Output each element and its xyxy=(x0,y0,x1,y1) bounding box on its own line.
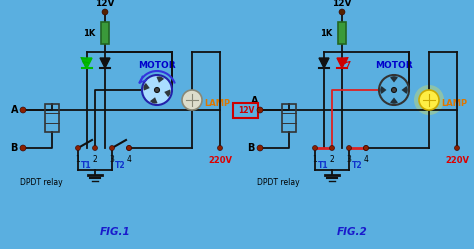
Circle shape xyxy=(20,145,26,151)
Text: A: A xyxy=(250,96,258,106)
Circle shape xyxy=(182,90,202,110)
Circle shape xyxy=(127,145,131,150)
FancyBboxPatch shape xyxy=(234,103,258,118)
Text: 1: 1 xyxy=(76,155,81,164)
Text: 2: 2 xyxy=(329,155,334,164)
Polygon shape xyxy=(337,58,347,68)
Polygon shape xyxy=(319,58,329,68)
Circle shape xyxy=(312,145,318,150)
Circle shape xyxy=(142,75,172,105)
Text: T1: T1 xyxy=(81,161,92,170)
Circle shape xyxy=(364,145,368,150)
Text: A: A xyxy=(10,105,18,115)
Text: 4: 4 xyxy=(127,155,131,164)
Text: 220V: 220V xyxy=(208,156,232,165)
Circle shape xyxy=(109,145,115,150)
Circle shape xyxy=(339,9,345,15)
Text: B: B xyxy=(10,143,18,153)
Wedge shape xyxy=(150,97,157,104)
Circle shape xyxy=(218,145,222,150)
Text: 3: 3 xyxy=(109,155,114,164)
Circle shape xyxy=(127,145,131,150)
Circle shape xyxy=(92,145,98,150)
Polygon shape xyxy=(82,58,92,68)
Bar xyxy=(101,22,109,44)
Text: T2: T2 xyxy=(115,161,126,170)
Circle shape xyxy=(455,145,459,150)
Text: FIG.2: FIG.2 xyxy=(337,227,367,237)
Text: MOTOR: MOTOR xyxy=(375,61,413,70)
Wedge shape xyxy=(144,83,150,91)
Text: 12V: 12V xyxy=(95,0,115,8)
Text: 12V: 12V xyxy=(332,0,352,8)
Text: 220V: 220V xyxy=(445,156,469,165)
Text: LAMP: LAMP xyxy=(441,99,467,108)
Circle shape xyxy=(364,145,368,150)
Text: T1: T1 xyxy=(318,161,329,170)
Text: 1K: 1K xyxy=(320,28,332,38)
Circle shape xyxy=(414,85,444,115)
Circle shape xyxy=(419,90,439,110)
Text: 3: 3 xyxy=(346,155,351,164)
Text: B: B xyxy=(247,143,255,153)
Circle shape xyxy=(257,145,263,151)
Text: 1: 1 xyxy=(313,155,318,164)
Bar xyxy=(45,104,59,132)
Bar xyxy=(282,104,296,132)
Circle shape xyxy=(155,87,159,92)
Wedge shape xyxy=(156,76,164,83)
Text: 4: 4 xyxy=(364,155,368,164)
Wedge shape xyxy=(401,86,408,94)
Wedge shape xyxy=(164,89,171,97)
Text: 2: 2 xyxy=(92,155,97,164)
Polygon shape xyxy=(100,58,110,68)
Text: 1K: 1K xyxy=(83,28,95,38)
Circle shape xyxy=(346,145,352,150)
Text: T2: T2 xyxy=(352,161,363,170)
Circle shape xyxy=(20,107,26,113)
Circle shape xyxy=(75,145,81,150)
Wedge shape xyxy=(390,76,398,82)
Bar xyxy=(338,22,346,44)
Text: LAMP: LAMP xyxy=(204,99,230,108)
Circle shape xyxy=(379,75,409,105)
Circle shape xyxy=(102,9,108,15)
Circle shape xyxy=(392,87,396,92)
Circle shape xyxy=(257,107,263,113)
Text: 12V: 12V xyxy=(238,106,254,115)
Text: MOTOR: MOTOR xyxy=(138,61,176,70)
Text: DPDT relay: DPDT relay xyxy=(20,178,63,187)
Circle shape xyxy=(329,145,335,150)
Wedge shape xyxy=(380,86,386,94)
Wedge shape xyxy=(390,98,398,104)
Text: DPDT relay: DPDT relay xyxy=(257,178,300,187)
Text: FIG.1: FIG.1 xyxy=(100,227,130,237)
